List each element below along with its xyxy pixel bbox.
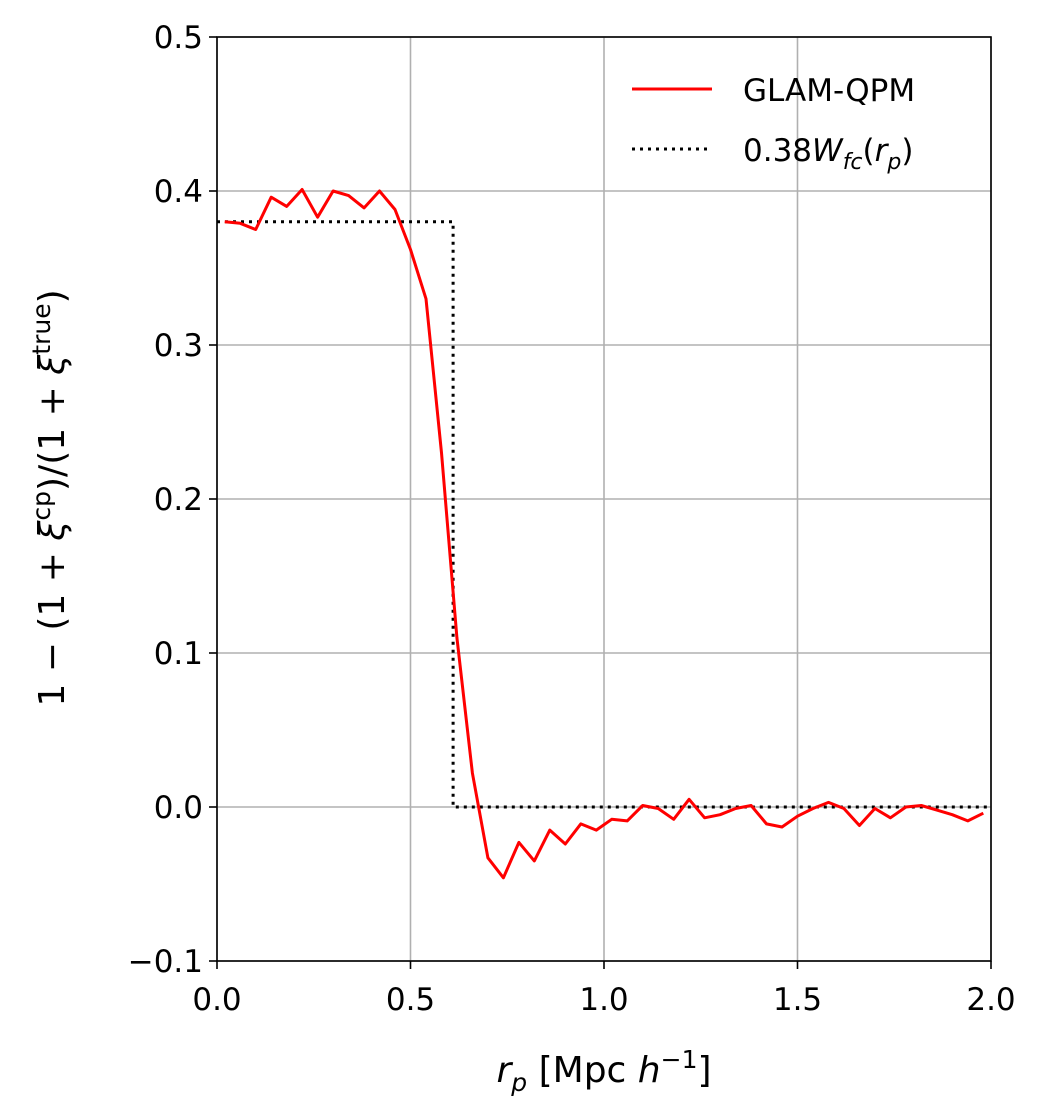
series-layer: [217, 188, 991, 880]
x-tick-label: 2.0: [966, 982, 1015, 1018]
series-line-glam-qpm: [224, 188, 984, 880]
y-tick-label: 0.4: [154, 174, 203, 210]
y-tick-label: 0.1: [154, 636, 203, 672]
x-tick-label: 1.0: [579, 982, 628, 1018]
legend: GLAM-QPM 0.38Wfc(rp): [632, 73, 915, 175]
y-tick-label: 0.3: [154, 328, 203, 364]
x-tick-label: 0.0: [192, 982, 241, 1018]
y-tick-label: −0.1: [128, 944, 203, 980]
grid-lines: [216, 36, 992, 962]
y-tick-label: 0.5: [154, 20, 203, 56]
x-axis-label: rp [Mpc h−1]: [496, 1045, 711, 1097]
y-tick-label: 0.0: [154, 790, 203, 826]
axis-ticks: 0.0 0.5 1.0 1.5 2.0−0.10.00.10.20.30.40.5: [128, 20, 1016, 1018]
legend-label-window: 0.38Wfc(rp): [743, 133, 913, 175]
y-axis-label: 1 − (1 + ξcp)/(1 + ξtrue): [27, 289, 73, 706]
x-tick-label: 0.5: [386, 982, 435, 1018]
series-line-window-function: [217, 220, 991, 809]
y-tick-label: 0.2: [154, 482, 203, 518]
legend-label-glam-qpm: GLAM-QPM: [743, 73, 915, 109]
x-tick-label: 1.5: [773, 982, 822, 1018]
